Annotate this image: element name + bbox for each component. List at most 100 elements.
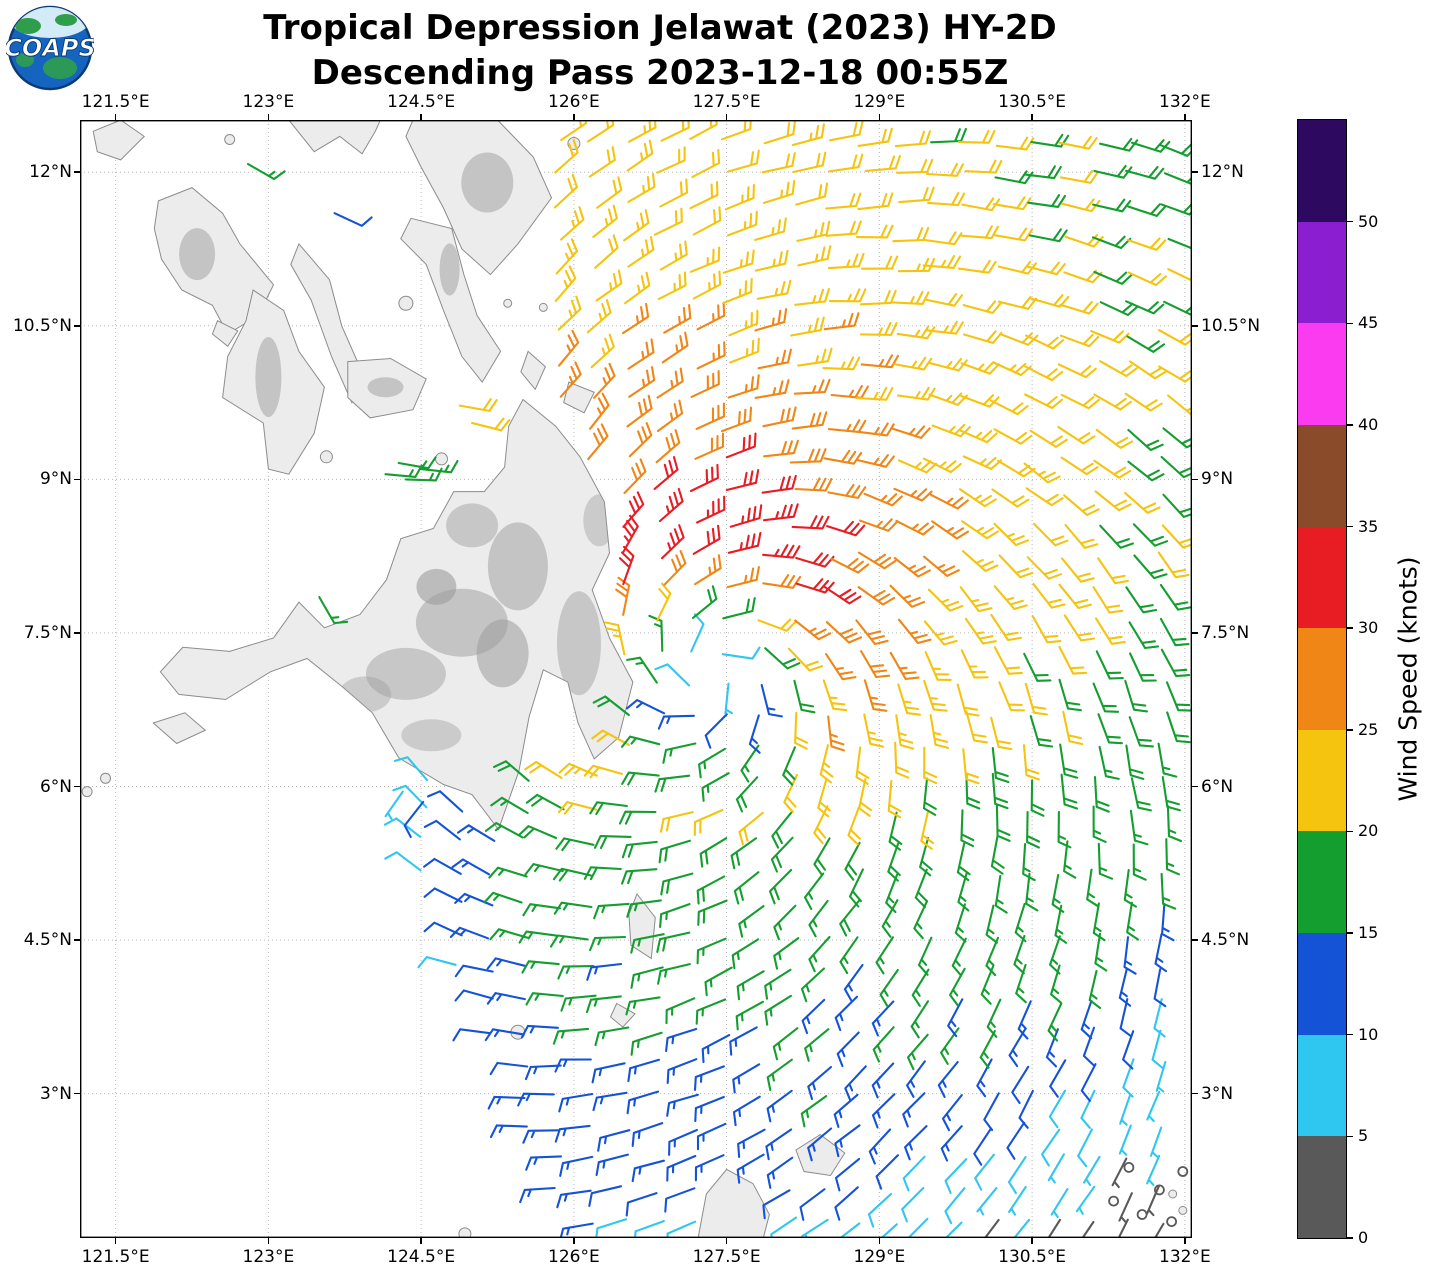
wind-barb: [694, 1095, 725, 1123]
wind-barb: [762, 574, 802, 589]
wind-barb: [764, 994, 792, 1026]
wind-barb: [654, 663, 691, 687]
wind-barb: [1146, 1185, 1160, 1217]
wind-barb: [956, 683, 980, 717]
wind-barb: [898, 186, 935, 204]
wind-barb: [1059, 300, 1099, 315]
wind-barb: [986, 998, 1002, 1038]
wind-barb: [1099, 524, 1134, 549]
wind-barb: [631, 1122, 664, 1147]
wind-barb: [923, 292, 964, 307]
wind-barb: [787, 647, 823, 672]
wind-barb: [554, 1058, 592, 1073]
wind-barb: [1029, 715, 1054, 748]
wind-barb: [451, 858, 491, 876]
wind-barb: [929, 713, 950, 749]
wind-barb: [525, 1155, 563, 1171]
wind-barb: [813, 837, 831, 876]
island-guimaras: [211, 320, 239, 348]
wind-barb: [793, 378, 831, 395]
wind-barb: [659, 178, 689, 208]
wind-barb: [766, 1058, 793, 1092]
wind-barb: [772, 1027, 799, 1061]
wind-barb: [1012, 1218, 1031, 1238]
wind-barb: [770, 1216, 798, 1238]
wind-barb: [941, 1094, 963, 1132]
wind-barb: [517, 1092, 555, 1107]
wind-barb: [692, 206, 722, 236]
wind-barb: [590, 333, 615, 369]
lon-tick-label-bottom: 130.5°E: [998, 1247, 1067, 1264]
colorbar-segment-35-40: [1298, 424, 1346, 527]
wind-barb: [830, 557, 870, 574]
wind-barb: [1166, 805, 1183, 843]
wind-barb: [1153, 1222, 1165, 1238]
colorbar-tick: [1347, 830, 1353, 833]
calm-wind-circle: [1136, 1209, 1148, 1220]
wind-barb: [618, 545, 635, 586]
wind-barb: [722, 277, 753, 305]
wind-barb: [1024, 365, 1064, 382]
wind-barb: [648, 614, 664, 652]
wind-barb: [1026, 556, 1063, 580]
wind-barb: [949, 967, 966, 1007]
wind-barb: [384, 464, 423, 478]
wind-barb: [1158, 365, 1192, 383]
lat-tick-label-left: 9°N: [39, 469, 72, 490]
wind-barb: [729, 1026, 758, 1056]
wind-barb: [592, 1091, 628, 1112]
wind-barb: [859, 518, 899, 532]
wind-barb: [1080, 1063, 1097, 1102]
wind-barb: [897, 618, 932, 645]
colorbar-tick-label: 35: [1358, 516, 1379, 536]
wind-barb: [795, 552, 835, 568]
colorbar-tick: [1347, 729, 1353, 731]
wind-barb: [695, 998, 727, 1025]
wind-barb: [844, 841, 861, 881]
wind-barb: [997, 459, 1036, 478]
wind-barb: [960, 649, 989, 679]
wind-barb: [588, 1185, 623, 1207]
wind-barb: [701, 772, 730, 802]
wind-barb: [757, 348, 792, 370]
lat-tick-label-right: 10.5°N: [1201, 315, 1261, 336]
wind-barb: [626, 1090, 660, 1115]
wind-barb: [549, 934, 589, 948]
wind-barb: [525, 793, 565, 811]
wind-barb: [1161, 902, 1175, 942]
lat-tick-label-left: 4.5°N: [23, 930, 72, 951]
wind-barb: [1059, 743, 1079, 779]
wind-barb: [704, 966, 733, 997]
wind-barb: [689, 180, 719, 210]
colorbar-segment-50-55: [1298, 120, 1346, 222]
wind-barb: [839, 899, 861, 937]
wind-barb: [761, 474, 797, 494]
wind-barb: [843, 963, 864, 1002]
wind-barb: [763, 120, 796, 145]
wind-barb: [1126, 237, 1167, 251]
wind-barb: [693, 1065, 725, 1091]
wind-barb: [1031, 615, 1062, 644]
colorbar-segment-30-35: [1298, 526, 1346, 629]
wind-barb: [1008, 1185, 1027, 1216]
wind-barb: [825, 192, 862, 210]
wind-barb: [793, 679, 816, 714]
wind-barb: [801, 998, 826, 1035]
wind-barb: [521, 960, 560, 974]
lon-tick-label-bottom: 129°E: [853, 1247, 906, 1264]
axis-tick: [573, 1238, 575, 1244]
wind-barb: [791, 123, 825, 147]
wind-barb: [423, 857, 462, 875]
wind-barb: [800, 1095, 828, 1128]
wind-barb: [689, 463, 719, 493]
wind-barb: [1095, 650, 1124, 680]
wind-barb: [653, 207, 683, 236]
wind-barb: [622, 491, 645, 528]
wind-barb: [628, 120, 657, 143]
wind-barb: [1097, 557, 1130, 585]
colorbar-tick: [1347, 322, 1353, 325]
wind-barb: [1049, 1059, 1067, 1098]
wind-barb: [487, 1095, 526, 1110]
wind-barb: [797, 245, 832, 267]
wind-barb: [1160, 872, 1177, 910]
